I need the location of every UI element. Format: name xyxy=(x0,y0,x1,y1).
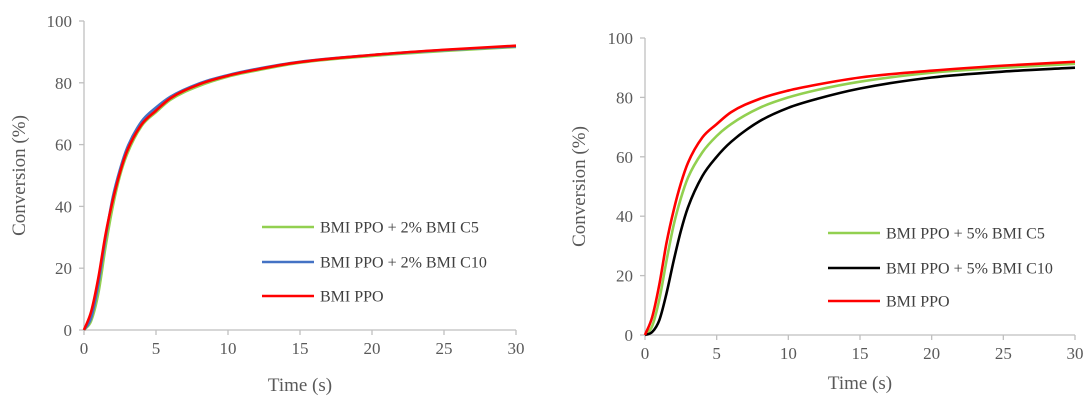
x-tick-label: 0 xyxy=(80,339,89,358)
chart-right: 0 20 40 60 80 100 0 5 10 15 20 25 30 Time (s) Conversi… xyxy=(569,29,1084,394)
legend-label: BMI PPO xyxy=(320,289,384,306)
y-tick-label: 20 xyxy=(55,259,72,278)
x-tick-label: 0 xyxy=(641,344,650,363)
legend-label: BMI PPO + 5% BMI C10 xyxy=(886,261,1053,278)
chart-left: 0 20 40 60 80 100 0 5 10 15 20 25 30 Time (s) Conversi… xyxy=(9,12,525,396)
y-tick-label: 40 xyxy=(616,207,633,226)
series-line-2 xyxy=(82,45,517,331)
x-tick-label: 30 xyxy=(1067,344,1084,363)
y-tick-label: 0 xyxy=(64,321,73,340)
x-axis-title: Time (s) xyxy=(828,373,892,394)
series-line-3 xyxy=(82,44,517,331)
x-tick-label: 15 xyxy=(292,339,309,358)
y-tick-label: 40 xyxy=(55,197,72,216)
x-tick-label: 20 xyxy=(923,344,940,363)
x-tick-label: 5 xyxy=(152,339,161,358)
y-tick-label: 0 xyxy=(625,326,634,345)
series-line-3 xyxy=(643,60,1076,336)
x-tick-label: 25 xyxy=(995,344,1012,363)
y-tick-label: 80 xyxy=(616,88,633,107)
x-axis-title: Time (s) xyxy=(268,375,332,396)
y-tick-label: 80 xyxy=(55,74,72,93)
y-axis-title: Conversion (%) xyxy=(569,126,590,247)
x-tick-label: 10 xyxy=(220,339,237,358)
series-line-2 xyxy=(644,66,1076,337)
x-tick-label: 20 xyxy=(364,339,381,358)
y-tick-label: 60 xyxy=(616,148,633,167)
y-tick-label: 20 xyxy=(616,267,633,286)
x-tick-label: 5 xyxy=(712,344,721,363)
y-tick-label: 60 xyxy=(55,136,72,155)
x-tick-label: 10 xyxy=(780,344,797,363)
y-tick-label: 100 xyxy=(608,29,634,48)
x-tick-label: 15 xyxy=(852,344,869,363)
legend-label: BMI PPO + 2% BMI C10 xyxy=(320,255,487,272)
legend-label: BMI PPO + 5% BMI C5 xyxy=(886,226,1045,243)
x-tick-label: 25 xyxy=(436,339,453,358)
series-line-1 xyxy=(643,62,1076,336)
legend-label: BMI PPO + 2% BMI C5 xyxy=(320,220,479,237)
legend-label: BMI PPO xyxy=(886,294,950,311)
x-tick-label: 30 xyxy=(508,339,525,358)
y-tick-label: 100 xyxy=(47,12,73,31)
series-line-1 xyxy=(82,45,517,331)
y-axis-title: Conversion (%) xyxy=(9,115,30,236)
